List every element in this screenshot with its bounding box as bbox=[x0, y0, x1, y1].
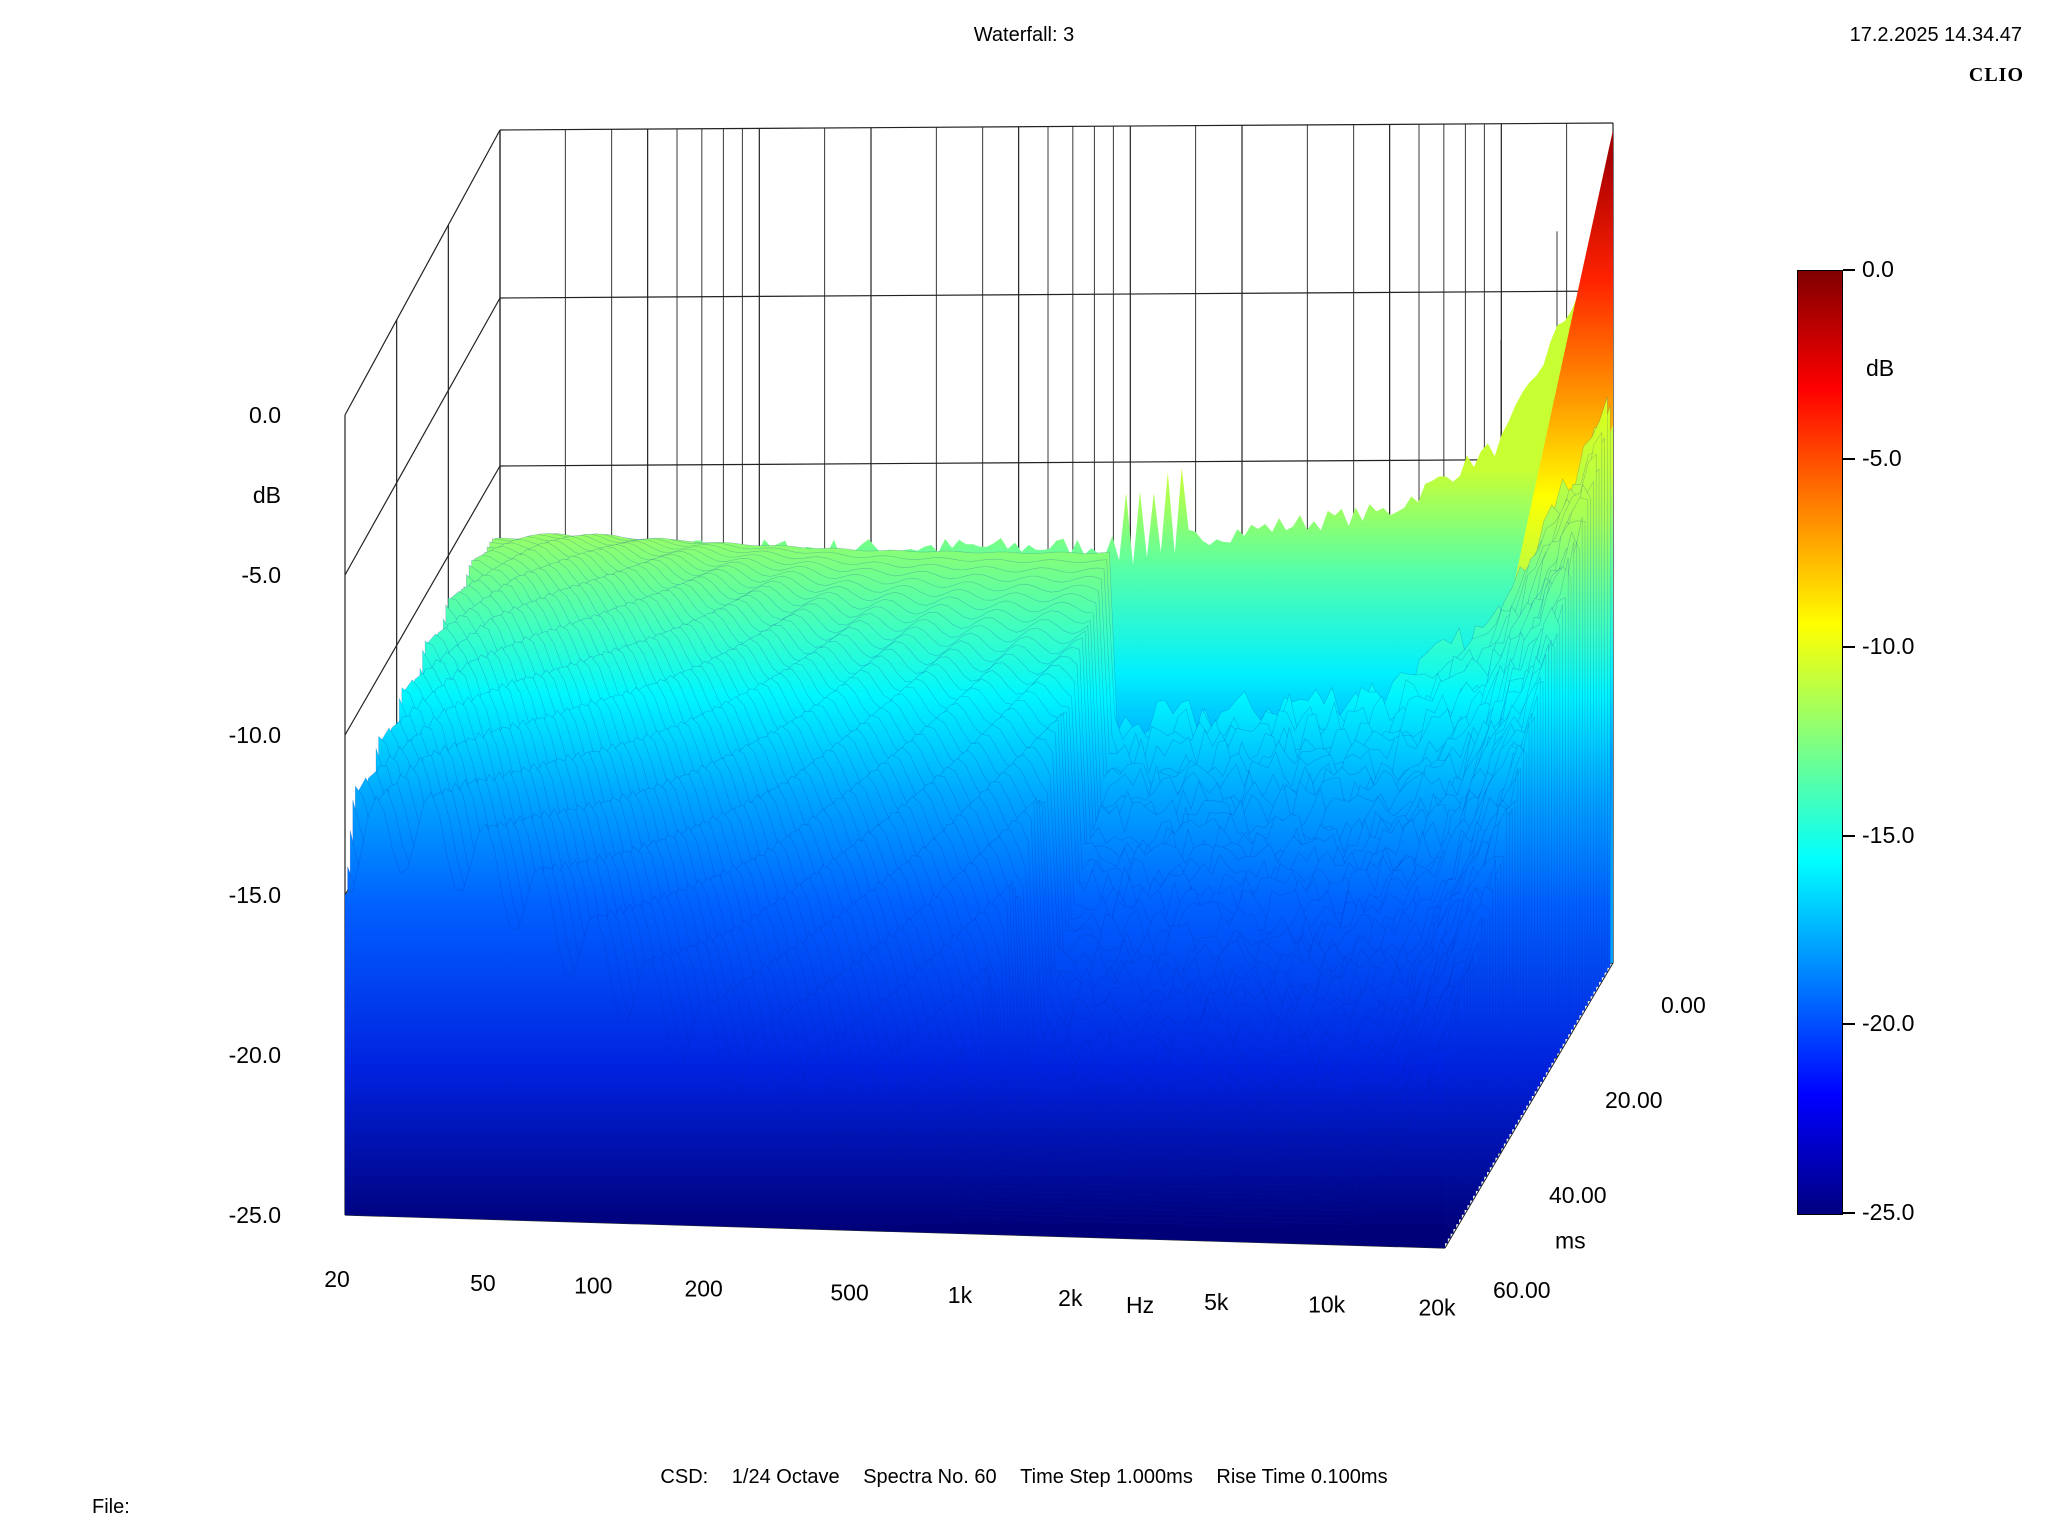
axis-labels: 20 50 100 200 500 1k 2k 5k 10k 20k Hz 0.0 -5.0 -10.0 -… bbox=[229, 402, 1706, 1321]
colorbar bbox=[1797, 270, 1843, 1215]
colorbar-tick bbox=[1843, 457, 1855, 460]
colorbar-tick-label: -25.0 bbox=[1862, 1199, 1915, 1225]
back-wall-db-line bbox=[499, 122, 1614, 131]
colorbar-tick bbox=[1843, 646, 1855, 649]
x-tick-label: 500 bbox=[830, 1279, 868, 1305]
z-tick-label: 0.0 bbox=[249, 402, 281, 428]
z-axis-unit: dB bbox=[253, 482, 281, 508]
spectrum-slice bbox=[344, 791, 1446, 1249]
footer-info: CSD: 1/24 Octave Spectra No. 60 Time Ste… bbox=[0, 1466, 2048, 1489]
back-wall-db-line bbox=[499, 458, 1614, 467]
footer-analysis: CSD: bbox=[660, 1466, 709, 1488]
x-tick-label: 10k bbox=[1308, 1292, 1346, 1318]
y-tick-label: 20.00 bbox=[1605, 1087, 1663, 1113]
z-tick-label: -5.0 bbox=[241, 562, 281, 588]
x-tick-label: 50 bbox=[470, 1270, 496, 1296]
timestamp: 17.2.2025 14.34.47 bbox=[1849, 24, 2022, 46]
y-tick-label: 40.00 bbox=[1549, 1182, 1607, 1208]
colorbar-tick-label: 0.0 bbox=[1862, 256, 1894, 282]
x-tick-label: 2k bbox=[1058, 1285, 1083, 1311]
footer-rise-time: Rise Time 0.100ms bbox=[1216, 1466, 1388, 1488]
colorbar-tick bbox=[1843, 1212, 1855, 1214]
left-wall-db-line bbox=[344, 297, 501, 576]
x-tick-label: 1k bbox=[948, 1282, 973, 1308]
z-tick-label: -20.0 bbox=[229, 1042, 281, 1068]
footer-resolution: 1/24 Octave bbox=[731, 1466, 840, 1488]
colorbar-tick-label: -10.0 bbox=[1862, 633, 1915, 660]
back-wall-db-line bbox=[499, 290, 1614, 299]
x-tick-label: 100 bbox=[574, 1273, 612, 1299]
x-tick-label: 20k bbox=[1418, 1295, 1456, 1321]
footer-spectra: Spectra No. 60 bbox=[863, 1466, 997, 1488]
colorbar-tick bbox=[1843, 1023, 1855, 1026]
brand-logo: CLIO bbox=[1968, 64, 2024, 86]
y-axis-unit: ms bbox=[1555, 1228, 1586, 1254]
x-tick-label: 20 bbox=[324, 1266, 350, 1292]
colorbar-unit: dB bbox=[1866, 355, 1895, 381]
colorbar-tick-label: -20.0 bbox=[1862, 1010, 1915, 1037]
file-label: File: bbox=[92, 1496, 130, 1518]
x-axis-unit: Hz bbox=[1126, 1292, 1154, 1318]
left-wall-db-line bbox=[344, 129, 501, 416]
z-tick-label: -25.0 bbox=[229, 1202, 281, 1228]
colorbar-tick bbox=[1843, 269, 1855, 271]
colorbar-tick-label: -15.0 bbox=[1862, 821, 1915, 848]
y-tick-label: 60.00 bbox=[1493, 1277, 1551, 1303]
footer-time-step: Time Step 1.000ms bbox=[1020, 1466, 1193, 1488]
chart-title: Waterfall: 3 bbox=[973, 24, 1075, 46]
waterfall-surface bbox=[344, 129, 1613, 1249]
z-tick-label: -10.0 bbox=[229, 722, 281, 748]
z-tick-label: -15.0 bbox=[229, 882, 281, 908]
x-tick-label: 5k bbox=[1204, 1289, 1229, 1315]
left-wall-db-line bbox=[344, 465, 501, 736]
colorbar-tick-label: -5.0 bbox=[1862, 444, 1902, 471]
colorbar-tick bbox=[1843, 834, 1855, 837]
x-tick-label: 200 bbox=[684, 1276, 722, 1302]
y-tick-label: 0.00 bbox=[1661, 992, 1706, 1018]
